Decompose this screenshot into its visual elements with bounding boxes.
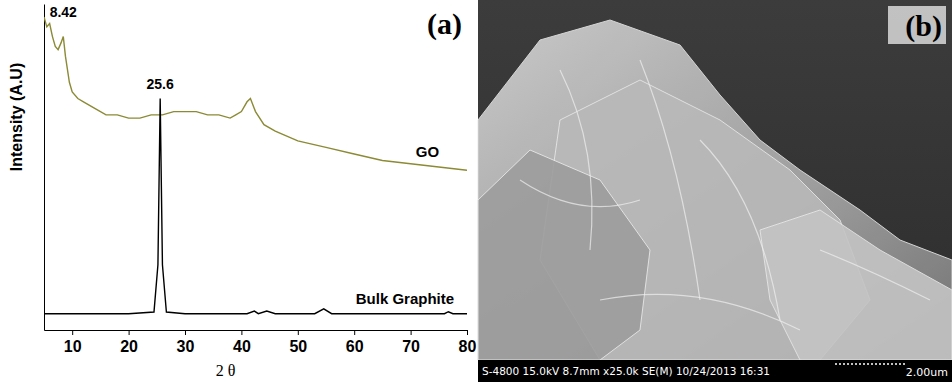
sheet-wrinkle: [600, 294, 800, 330]
series-line: [44, 17, 467, 170]
x-tick-mark: [129, 330, 130, 335]
y-axis: [44, 5, 45, 331]
scale-bar-label: 2.00um: [906, 366, 948, 379]
panel-label: (b): [905, 9, 942, 43]
x-axis: 10 20 30 40 50 60 70 80: [45, 330, 477, 355]
sheet-wrinkle: [520, 180, 640, 207]
sheet-wrinkle: [820, 250, 930, 300]
x-tick-label: 60: [346, 338, 364, 355]
x-tick: 40: [233, 330, 251, 355]
annotation: Bulk Graphite: [356, 290, 454, 307]
y-axis-line: [44, 5, 45, 331]
x-axis-title: 2 θ: [216, 362, 236, 379]
scale-bar: [835, 363, 905, 365]
annotation: 25.6: [147, 76, 174, 92]
x-tick-label: 40: [233, 338, 251, 355]
x-axis-line: [45, 330, 468, 331]
x-tick-label: 20: [120, 338, 138, 355]
x-tick-mark: [185, 330, 186, 335]
graphene-sheet: [478, 20, 952, 360]
panel-label: (a): [427, 7, 462, 41]
figure: 10 20 30 40 50 60 70 80 2 θ Intensity (A.U) 8.42 25…: [0, 0, 952, 382]
x-tick-label: 50: [289, 338, 307, 355]
graphene-sheet: [478, 150, 650, 360]
x-tick-mark: [241, 330, 242, 335]
sheet-wrinkle: [640, 60, 700, 300]
annotation: GO: [416, 143, 440, 160]
x-tick: 70: [402, 330, 420, 355]
plot-data: [44, 17, 467, 314]
x-tick: 20: [120, 330, 138, 355]
x-tick-mark: [72, 330, 73, 335]
y-axis-title: Intensity (A.U): [8, 63, 25, 171]
sem-image: [478, 0, 952, 382]
x-tick: 60: [346, 330, 364, 355]
sheet-wrinkle: [560, 70, 592, 250]
x-tick-label: 80: [459, 338, 477, 355]
x-tick-label: 70: [402, 338, 420, 355]
x-tick: 10: [64, 330, 82, 355]
x-tick: 80: [459, 330, 477, 355]
x-tick-label: 30: [177, 338, 195, 355]
x-tick-mark: [354, 330, 355, 335]
panel-label-box: [888, 6, 946, 44]
info-bar-text: S-4800 15.0kV 8.7mm x25.0k SE(M) 10/24/2…: [482, 365, 770, 377]
info-bar: [478, 360, 952, 382]
x-tick-mark: [298, 330, 299, 335]
x-tick-label: 10: [64, 338, 82, 355]
x-tick-mark: [411, 330, 412, 335]
x-tick: 50: [289, 330, 307, 355]
image-background: [478, 0, 952, 382]
x-tick-mark: [467, 330, 468, 335]
annotation: 8.42: [50, 4, 77, 20]
x-tick: 30: [177, 330, 195, 355]
series-line: [44, 99, 467, 314]
sheet-wrinkle: [700, 140, 780, 320]
graphene-sheet: [760, 210, 952, 360]
